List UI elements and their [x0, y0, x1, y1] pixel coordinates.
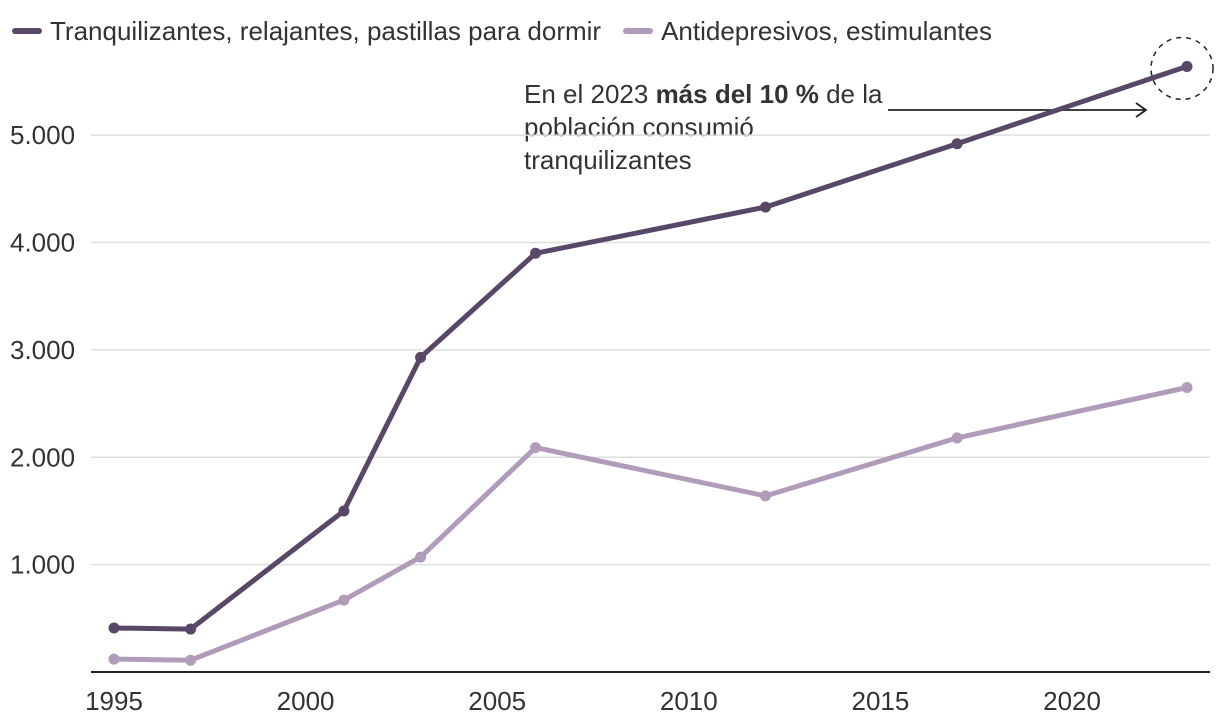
series-line-antidepresivos: [111, 385, 1190, 663]
chart-annotation: En el 2023 más del 10 % de la población …: [524, 78, 904, 177]
data-point: [415, 351, 427, 363]
annotation-bold: más del 10 %: [655, 79, 819, 109]
annotation-arrow-head: [1135, 102, 1148, 118]
data-point: [759, 201, 771, 213]
data-point: [185, 654, 197, 666]
highlight-circle: [1150, 36, 1214, 101]
y-tick-label: 3.000: [10, 335, 75, 365]
x-tick-label: 2015: [852, 686, 910, 716]
legend-label-tranquilizantes: Tranquilizantes, relajantes, pastillas p…: [50, 15, 602, 46]
y-tick-label: 2.000: [10, 442, 75, 472]
data-point: [530, 442, 542, 454]
legend-swatch-antidepresivos: [623, 28, 654, 34]
data-point: [108, 653, 120, 665]
data-point: [338, 594, 350, 606]
x-tick-label: 2010: [660, 686, 718, 716]
series-layer: [108, 60, 1193, 666]
legend-label-antidepresivos: Antidepresivos, estimulantes: [661, 15, 993, 46]
x-tick-label: 1995: [85, 686, 143, 716]
y-tick-label: 4.000: [10, 228, 75, 258]
legend-swatch-tranquilizantes: [12, 28, 42, 34]
annotation-prefix: En el 2023: [524, 79, 656, 109]
annotation-layer: [888, 36, 1214, 118]
legend-item-tranquilizantes: Tranquilizantes, relajantes, pastillas p…: [12, 16, 601, 47]
data-point: [185, 623, 197, 635]
data-point: [108, 622, 120, 634]
chart-legend: Tranquilizantes, relajantes, pastillas p…: [12, 14, 992, 48]
data-point: [951, 432, 963, 444]
series-line-tranquilizantes: [111, 63, 1190, 632]
grid-layer: [91, 134, 1210, 566]
y-tick-label: 1.000: [10, 550, 75, 580]
legend-item-antidepresivos: Antidepresivos, estimulantes: [623, 16, 992, 47]
annotation-suffix: de la población consumió tranquilizantes: [524, 79, 883, 175]
data-point: [1181, 381, 1193, 393]
data-point: [415, 551, 427, 563]
x-tick-label: 2000: [277, 686, 335, 716]
data-point: [338, 505, 350, 517]
x-tick-label: 2005: [468, 686, 526, 716]
data-point: [530, 247, 542, 259]
x-tick-label: 2020: [1043, 686, 1101, 716]
data-point: [951, 138, 963, 150]
y-tick-label: 5.000: [10, 120, 75, 150]
axis-layer: 1.000 2.000 3.000 4.000 5.000 1995 2000 2005 201…: [10, 120, 1210, 716]
data-point: [759, 490, 771, 502]
data-point: [1181, 60, 1193, 72]
